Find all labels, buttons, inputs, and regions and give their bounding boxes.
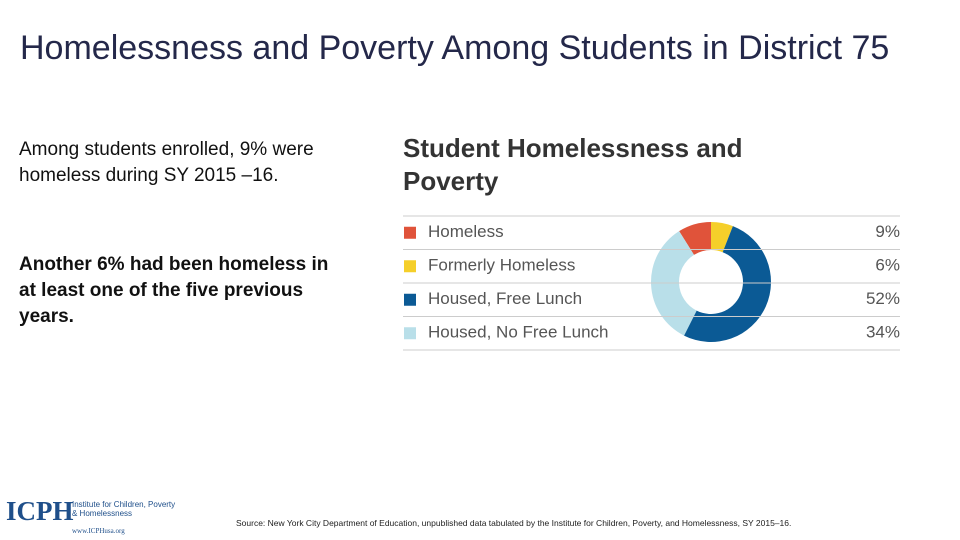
legend-label: Housed, No Free Lunch	[428, 323, 609, 342]
logo-name: ICPH	[6, 496, 74, 526]
value-label: 9%	[875, 222, 900, 241]
logo-url: www.ICPHusa.org	[72, 527, 125, 535]
pie-slice	[684, 226, 772, 343]
legend-label: Housed, Free Lunch	[428, 289, 582, 308]
logo-subtitle: Institute for Children, Poverty & Homele…	[72, 500, 176, 518]
value-label: 52%	[866, 289, 900, 308]
slide-title: Homelessness and Poverty Among Students …	[20, 29, 890, 67]
legend-label: Formerly Homeless	[428, 256, 575, 275]
legend-swatch	[404, 293, 416, 306]
legend-swatch	[404, 226, 416, 239]
paragraph: Among students enrolled, 9% were homeles…	[19, 139, 314, 186]
chart-title: Student Homelessness and Poverty	[403, 133, 743, 196]
legend-swatch	[404, 260, 416, 273]
legend-swatch	[404, 327, 416, 340]
source: Source: New York City Department of Educ…	[236, 518, 792, 528]
value-label: 34%	[866, 323, 900, 342]
paragraph: Another 6% had been homeless in at least…	[19, 254, 329, 327]
legend-label: Homeless	[428, 222, 504, 241]
pie-slice	[679, 222, 711, 255]
pie-slice	[711, 222, 733, 253]
value-label: 6%	[875, 256, 900, 275]
